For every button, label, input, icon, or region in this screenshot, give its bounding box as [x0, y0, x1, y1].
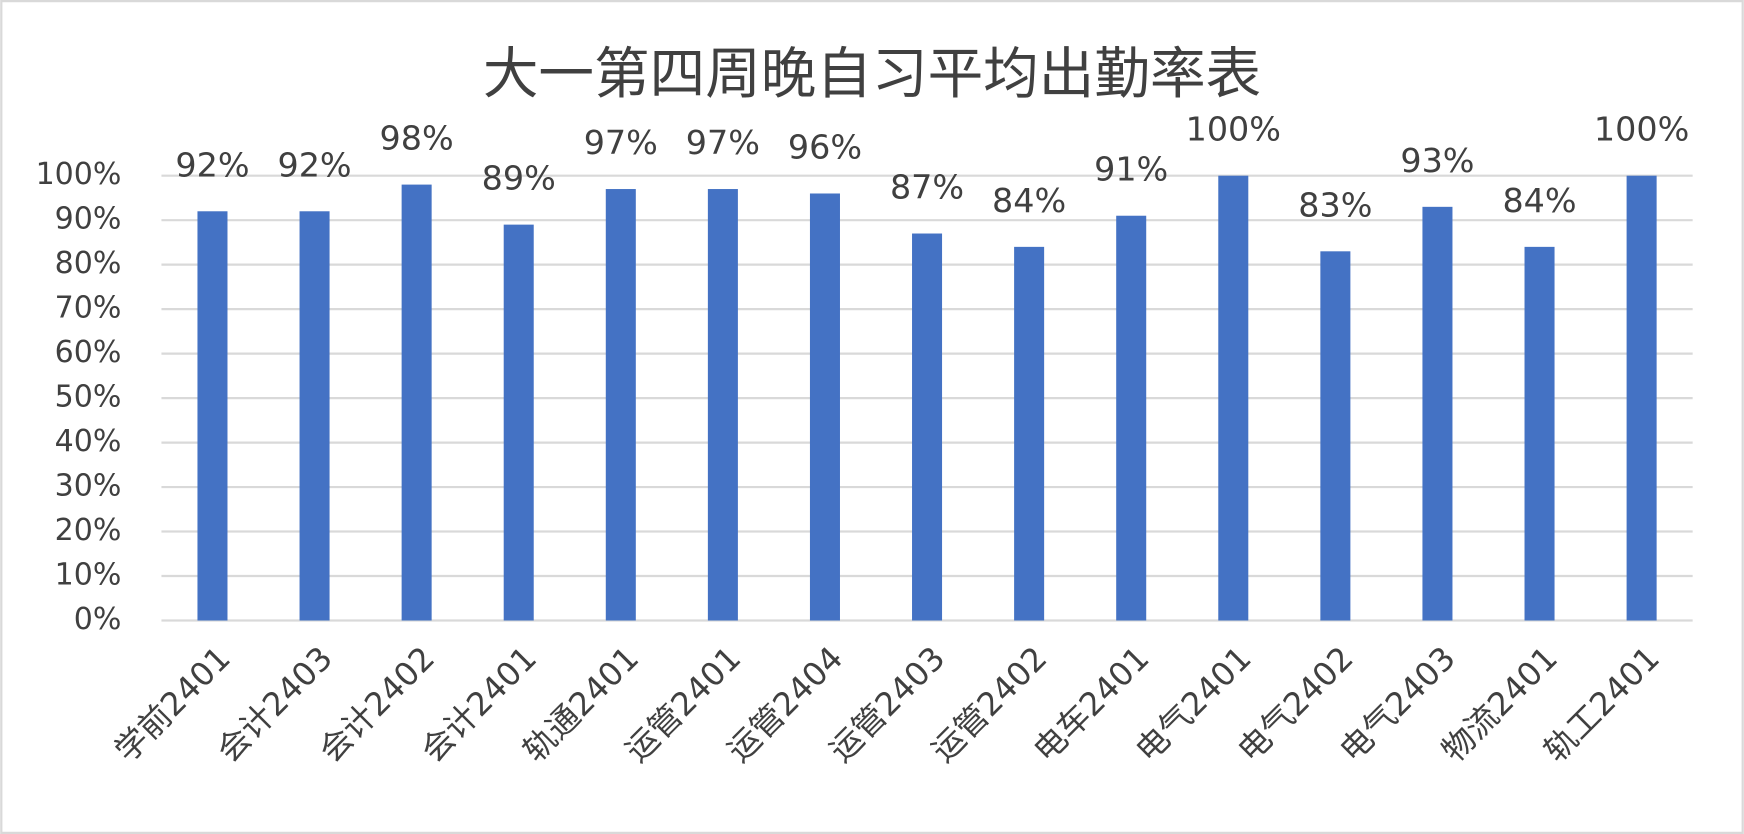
- data-label: 92%: [175, 145, 249, 184]
- bar: [707, 189, 738, 621]
- y-tick-label: 10%: [55, 558, 122, 593]
- bar: [503, 224, 534, 621]
- y-tick-label: 50%: [55, 380, 122, 415]
- y-tick-label: 20%: [55, 513, 122, 548]
- data-label: 97%: [584, 123, 658, 162]
- bar: [1116, 215, 1147, 621]
- bar: [1524, 246, 1555, 621]
- bar: [1626, 175, 1657, 621]
- bar: [401, 184, 432, 621]
- data-label: 97%: [686, 123, 760, 162]
- data-label: 84%: [992, 181, 1066, 220]
- data-label: 92%: [277, 145, 351, 184]
- data-label: 93%: [1400, 141, 1474, 180]
- y-tick-label: 100%: [36, 157, 122, 192]
- bar: [1320, 251, 1351, 621]
- data-label: 89%: [482, 159, 556, 198]
- y-tick-label: 40%: [55, 424, 122, 459]
- bar: [1014, 246, 1045, 621]
- y-tick-label: 0%: [74, 602, 122, 637]
- y-tick-label: 60%: [55, 335, 122, 370]
- bar: [1218, 175, 1249, 621]
- chart-title: 大一第四周晚自习平均出勤率表: [483, 42, 1261, 107]
- bar: [912, 233, 943, 621]
- data-label: 84%: [1502, 181, 1576, 220]
- y-tick-label: 70%: [55, 291, 122, 326]
- bar: [197, 211, 228, 621]
- bar: [605, 189, 636, 621]
- data-label: 98%: [380, 119, 454, 158]
- y-tick-label: 90%: [55, 202, 122, 237]
- bar: [1422, 206, 1453, 621]
- data-label: 100%: [1594, 110, 1689, 149]
- y-tick-label: 30%: [55, 469, 122, 504]
- data-label: 83%: [1298, 185, 1372, 224]
- data-label: 87%: [890, 168, 964, 207]
- bar: [809, 193, 840, 621]
- bar: [299, 211, 330, 621]
- y-tick-label: 80%: [55, 246, 122, 281]
- data-label: 96%: [788, 128, 862, 167]
- data-label: 91%: [1094, 150, 1168, 189]
- data-label: 100%: [1186, 110, 1281, 149]
